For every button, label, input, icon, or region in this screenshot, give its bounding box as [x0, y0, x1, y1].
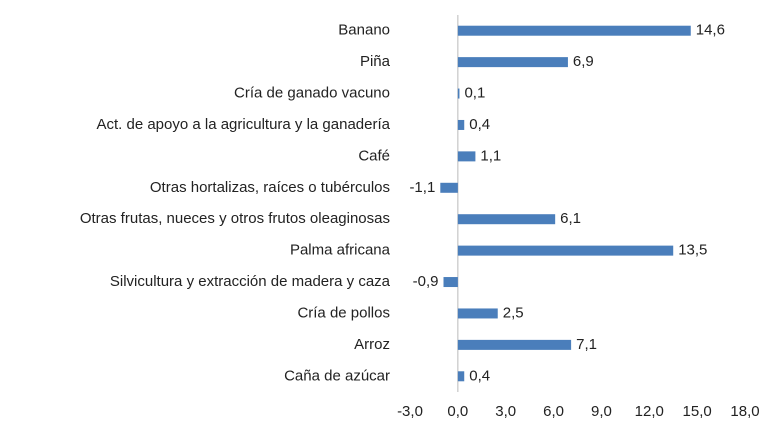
category-label: Banano	[338, 22, 390, 39]
x-tick-label: 0,0	[447, 403, 468, 420]
bar	[457, 119, 465, 130]
value-label: 0,4	[469, 367, 490, 384]
category-label: Act. de apoyo a la agricultura y la gana…	[96, 116, 390, 133]
category-label: Arroz	[354, 336, 390, 353]
x-tick-label: 12,0	[635, 403, 664, 420]
category-label: Cría de ganado vacuno	[234, 85, 390, 102]
value-label: 6,1	[560, 210, 581, 227]
value-label: 14,6	[696, 22, 725, 39]
category-label: Otras frutas, nueces y otros frutos olea…	[80, 210, 390, 227]
value-label: 0,4	[469, 116, 490, 133]
category-label: Palma africana	[290, 242, 391, 259]
bar	[457, 214, 556, 225]
category-label: Cría de pollos	[297, 304, 390, 321]
bar	[443, 277, 458, 288]
bar	[457, 371, 465, 382]
value-label: 2,5	[503, 304, 524, 321]
x-tick-label: -3,0	[397, 403, 423, 420]
value-label: 13,5	[678, 242, 707, 259]
category-label: Piña	[360, 53, 391, 70]
x-tick-label: 6,0	[543, 403, 564, 420]
x-tick-label: 3,0	[495, 403, 516, 420]
category-label: Silvicultura y extracción de madera y ca…	[110, 273, 391, 290]
value-label: -1,1	[409, 179, 435, 196]
x-tick-label: 9,0	[591, 403, 612, 420]
bar	[440, 182, 458, 193]
category-label: Otras hortalizas, raíces o tubérculos	[150, 179, 390, 196]
category-label: Café	[358, 147, 390, 164]
value-label: -0,9	[413, 273, 439, 290]
category-label: Caña de azúcar	[284, 367, 390, 384]
bar	[457, 308, 498, 319]
x-tick-label: 18,0	[730, 403, 759, 420]
bar	[457, 25, 691, 36]
bar	[457, 88, 460, 99]
value-label: 1,1	[480, 147, 501, 164]
value-label: 6,9	[573, 53, 594, 70]
value-label: 7,1	[576, 336, 597, 353]
bar	[457, 339, 572, 350]
bar	[457, 57, 568, 68]
bar	[457, 245, 674, 256]
bar	[457, 151, 476, 162]
x-tick-label: 15,0	[683, 403, 712, 420]
value-label: 0,1	[464, 85, 485, 102]
